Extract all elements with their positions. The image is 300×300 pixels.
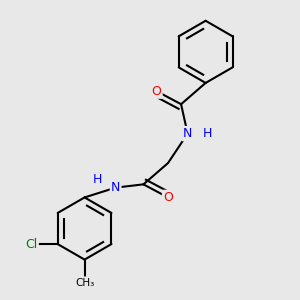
Text: O: O [163, 191, 173, 204]
Text: H: H [202, 127, 212, 140]
Text: N: N [183, 127, 192, 140]
Text: Cl: Cl [26, 238, 38, 250]
Text: N: N [111, 181, 120, 194]
Text: CH₃: CH₃ [75, 278, 94, 287]
Text: O: O [152, 85, 161, 98]
Text: H: H [93, 173, 102, 186]
